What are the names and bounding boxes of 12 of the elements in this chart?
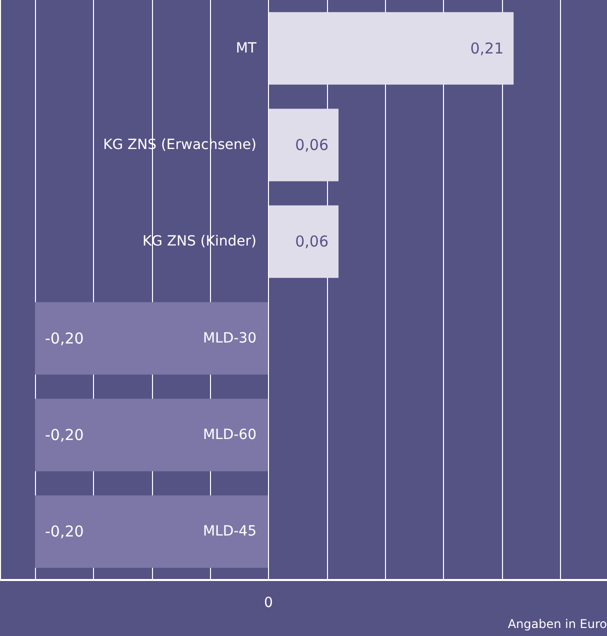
y-tick-label: MLD-60	[202, 427, 256, 443]
data-label: 0,06	[295, 136, 329, 154]
data-label: 0,21	[470, 39, 504, 58]
x-axis-title: Angaben in Euro	[508, 617, 607, 631]
data-label: -0,20	[45, 426, 84, 444]
data-label: -0,20	[45, 522, 84, 541]
y-tick-label: MLD-45	[202, 524, 256, 540]
y-tick-label: MT	[236, 40, 257, 56]
data-label: 0,06	[295, 232, 329, 251]
text: 0	[264, 595, 273, 611]
data-label: -0,20	[45, 329, 84, 348]
y-tick-label: MLD-30	[202, 330, 256, 346]
